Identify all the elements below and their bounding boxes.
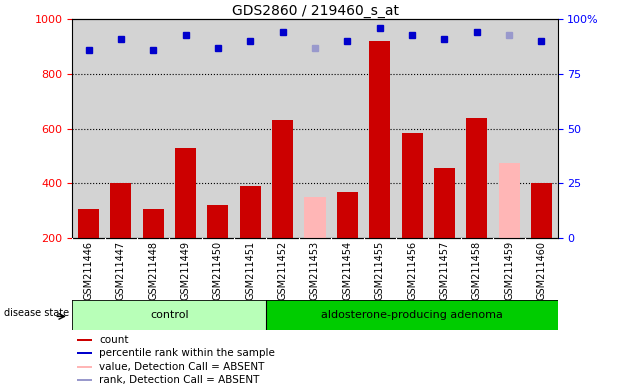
Bar — [240, 186, 261, 238]
Bar — [77, 379, 92, 381]
Bar — [78, 209, 99, 238]
Bar — [266, 300, 558, 330]
Bar — [272, 121, 293, 238]
Bar — [77, 366, 92, 368]
Text: GSM211449: GSM211449 — [181, 241, 191, 300]
Text: GSM211458: GSM211458 — [472, 241, 482, 300]
Text: GSM211456: GSM211456 — [407, 241, 417, 300]
Text: count: count — [99, 335, 129, 345]
Bar — [110, 184, 132, 238]
Text: GSM211455: GSM211455 — [375, 241, 385, 300]
Text: GSM211447: GSM211447 — [116, 241, 126, 300]
Text: GSM211450: GSM211450 — [213, 241, 223, 300]
Text: GSM211460: GSM211460 — [536, 241, 546, 300]
Text: GSM211454: GSM211454 — [342, 241, 352, 300]
Bar — [531, 184, 552, 238]
Text: GSM211446: GSM211446 — [84, 241, 94, 300]
Text: disease state: disease state — [4, 308, 69, 318]
Text: GSM211452: GSM211452 — [278, 241, 288, 300]
Bar — [337, 192, 358, 238]
Bar — [143, 209, 164, 238]
Bar — [304, 197, 326, 238]
Bar — [466, 118, 487, 238]
Text: value, Detection Call = ABSENT: value, Detection Call = ABSENT — [99, 362, 265, 372]
Text: aldosterone-producing adenoma: aldosterone-producing adenoma — [321, 310, 503, 320]
Text: GSM211457: GSM211457 — [439, 241, 449, 300]
Bar — [175, 148, 196, 238]
Text: GSM211448: GSM211448 — [148, 241, 158, 300]
Bar — [77, 339, 92, 341]
Text: GSM211451: GSM211451 — [245, 241, 255, 300]
Bar — [498, 163, 520, 238]
Text: percentile rank within the sample: percentile rank within the sample — [99, 348, 275, 358]
Bar — [77, 352, 92, 354]
Bar — [369, 41, 390, 238]
Bar — [207, 205, 229, 238]
Bar — [72, 300, 266, 330]
Bar — [401, 133, 423, 238]
Bar — [434, 168, 455, 238]
Title: GDS2860 / 219460_s_at: GDS2860 / 219460_s_at — [231, 4, 399, 18]
Text: control: control — [150, 310, 189, 320]
Text: GSM211459: GSM211459 — [504, 241, 514, 300]
Text: GSM211453: GSM211453 — [310, 241, 320, 300]
Text: rank, Detection Call = ABSENT: rank, Detection Call = ABSENT — [99, 375, 260, 384]
